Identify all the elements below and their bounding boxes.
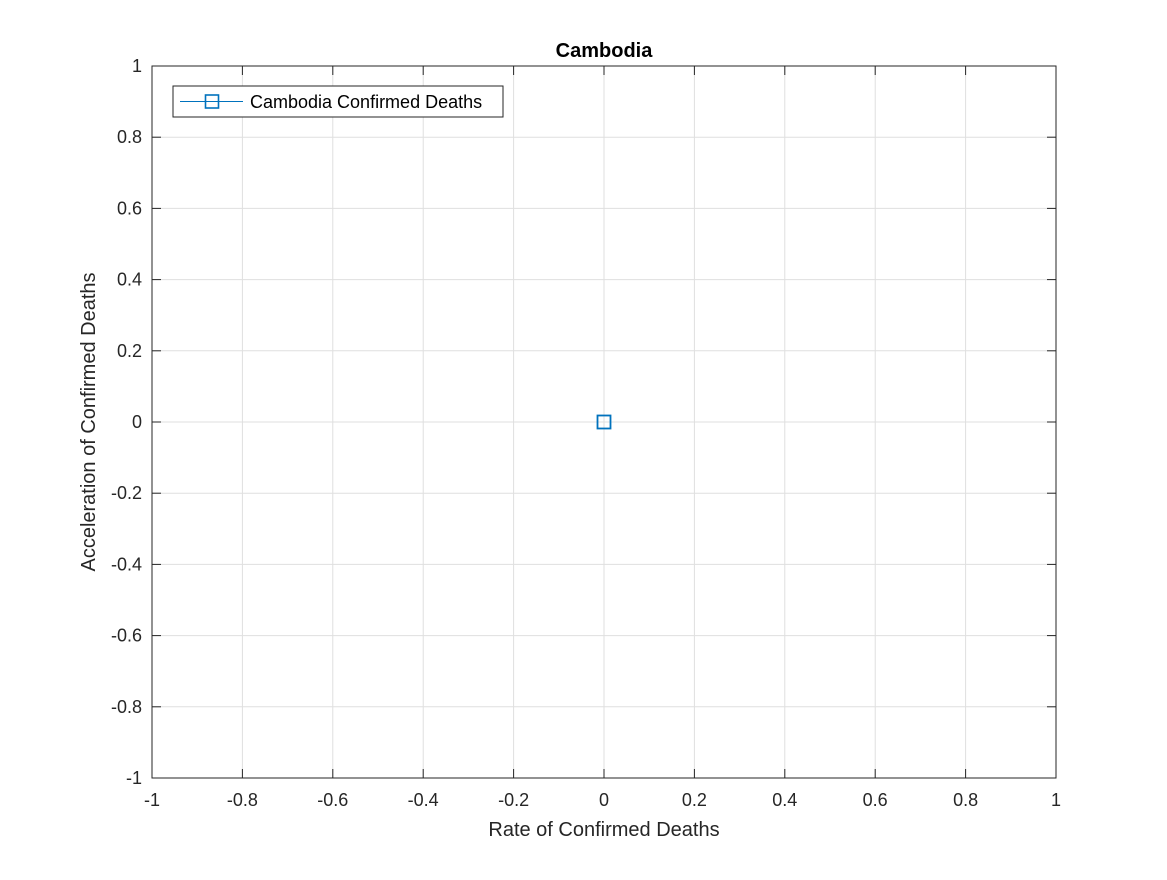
grid (152, 66, 1056, 778)
ticks (151, 65, 1057, 779)
legend-square-marker-icon (204, 94, 220, 109)
y-tick-label: 1 (132, 56, 142, 76)
x-tick-label: 0 (599, 790, 609, 810)
x-tick-label: -0.4 (408, 790, 439, 810)
x-tick-label: -0.2 (498, 790, 529, 810)
y-tick-label: -0.8 (111, 697, 142, 717)
x-tick-label: -0.6 (317, 790, 348, 810)
y-tick-label: 0.6 (117, 198, 142, 218)
y-tick-label: -0.4 (111, 554, 142, 574)
chart-title: Cambodia (556, 40, 654, 62)
y-axis-label: Acceleration of Confirmed Deaths (78, 272, 100, 571)
x-tick-label: 1 (1051, 790, 1061, 810)
x-axis-label: Rate of Confirmed Deaths (488, 819, 719, 841)
x-tick-label: 0.4 (772, 790, 797, 810)
y-tick-label: 0 (132, 412, 142, 432)
x-tick-label: 0.8 (953, 790, 978, 810)
y-tick-labels: -1 -0.8 -0.6 -0.4 -0.2 0 0.2 0.4 0.6 0.8 1 (111, 56, 142, 788)
x-tick-label: 0.2 (682, 790, 707, 810)
y-tick-label: -0.2 (111, 483, 142, 503)
x-tick-label: -1 (144, 790, 160, 810)
x-tick-labels: -1 -0.8 -0.6 -0.4 -0.2 0 0.2 0.4 0.6 0.8 1 (144, 790, 1061, 810)
y-tick-label: 0.4 (117, 270, 142, 290)
y-tick-label: 0.8 (117, 127, 142, 147)
x-tick-label: -0.8 (227, 790, 258, 810)
y-tick-label: -1 (126, 768, 142, 788)
x-tick-label: 0.6 (863, 790, 888, 810)
legend[interactable]: Cambodia Confirmed Deaths (172, 85, 504, 118)
y-tick-label: 0.2 (117, 341, 142, 361)
series-layer (596, 414, 612, 430)
legend-label: Cambodia Confirmed Deaths (250, 92, 482, 112)
y-tick-label: -0.6 (111, 626, 142, 646)
data-point-square-marker (596, 414, 612, 430)
